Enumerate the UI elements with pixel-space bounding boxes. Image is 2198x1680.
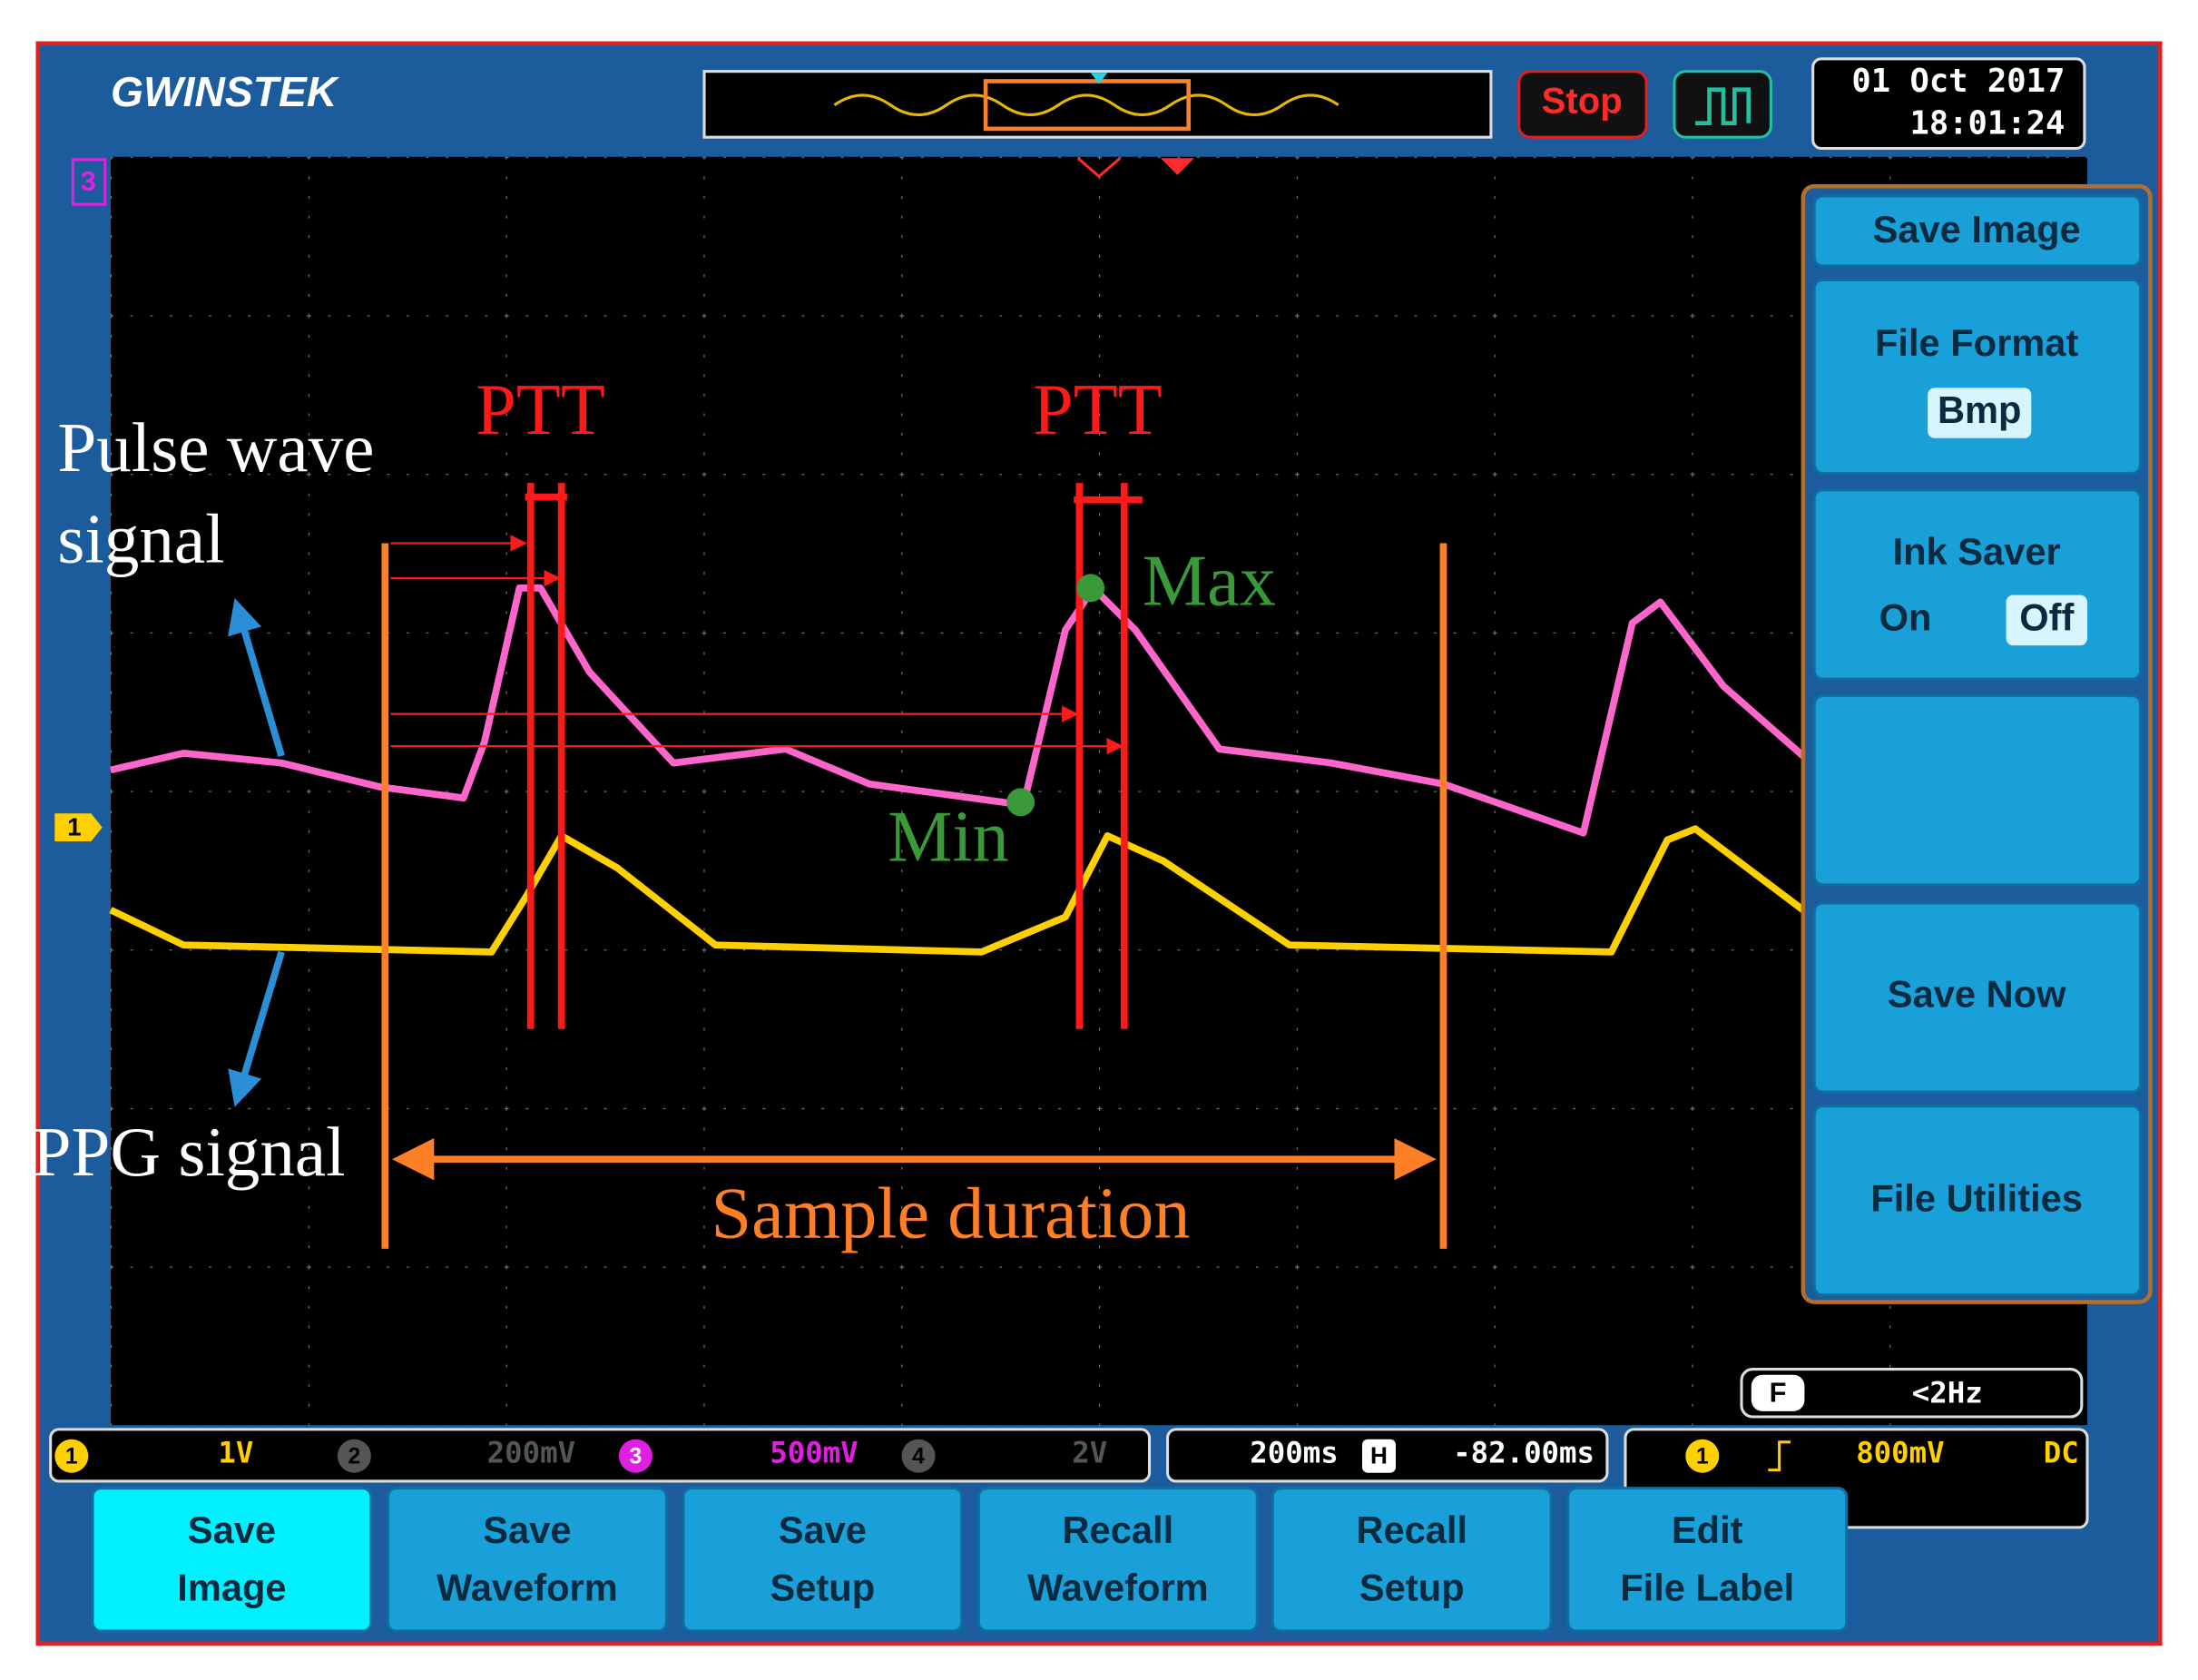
bottom-menu: Save Image Save Waveform Save Setup Recall Wave… bbox=[91, 1487, 1849, 1633]
side-menu-buttons: Save Image File Format Bmp Ink Saver On … bbox=[1812, 194, 2143, 1297]
f-label: F bbox=[1770, 1376, 1787, 1408]
pulse-wave-label: signal bbox=[57, 499, 224, 577]
bottom-button-label: Image bbox=[177, 1566, 286, 1608]
trigger-marker bbox=[1076, 157, 1122, 179]
clock-box bbox=[1811, 57, 2086, 151]
bottom-button-label: Edit bbox=[1672, 1508, 1743, 1551]
max-label: Max bbox=[1143, 541, 1276, 621]
save-now-button[interactable] bbox=[1812, 901, 2143, 1094]
pulse-wave-trace bbox=[110, 584, 1806, 837]
ptt-label: PTT bbox=[1033, 370, 1163, 450]
ch-number: 3 bbox=[630, 1444, 643, 1469]
ch-number: 4 bbox=[912, 1444, 925, 1469]
bottom-button-label: File Label bbox=[1620, 1566, 1794, 1608]
sample-duration-label: Sample duration bbox=[711, 1174, 1191, 1253]
ch1-badge bbox=[54, 1439, 89, 1473]
channel-status bbox=[49, 1428, 1152, 1483]
bottom-button-label: Waveform bbox=[1027, 1566, 1209, 1608]
file-utilities-button[interactable] bbox=[1812, 1105, 2143, 1297]
bottom-button[interactable] bbox=[91, 1487, 373, 1633]
trigger-level: 800mV bbox=[1856, 1436, 1944, 1470]
ch-scale: 200mV bbox=[487, 1436, 575, 1470]
trigger-icon bbox=[1695, 87, 1752, 126]
run-state: Stop bbox=[1542, 82, 1623, 122]
position-label: H bbox=[1370, 1442, 1388, 1469]
annotations: PTT PTT Max Min Pulse wave signal PPG si… bbox=[33, 370, 1447, 1253]
grid bbox=[110, 156, 2088, 1426]
value-chip bbox=[1928, 388, 2032, 438]
ptt-label: PTT bbox=[476, 370, 605, 450]
stop-button[interactable] bbox=[1517, 70, 1648, 139]
menu-title-text: Save Image bbox=[1873, 208, 2081, 251]
button-label: File Utilities bbox=[1870, 1176, 2083, 1219]
ppg-label: PPG signal bbox=[33, 1113, 346, 1191]
bottom-button-label: Save bbox=[483, 1508, 571, 1551]
ch-scale: 2V bbox=[1072, 1436, 1107, 1470]
ch1-marker-label: 1 bbox=[67, 812, 81, 840]
edge-icon bbox=[1768, 1440, 1791, 1472]
trigger-frequency: <2Hz bbox=[1912, 1375, 1983, 1410]
value-chip bbox=[2006, 594, 2088, 646]
bottom-button[interactable] bbox=[1271, 1487, 1553, 1633]
ch1-marker bbox=[54, 813, 103, 842]
bottom-button-label: Waveform bbox=[437, 1566, 618, 1608]
ch-number: 2 bbox=[348, 1444, 361, 1469]
blank-button[interactable] bbox=[1812, 694, 2143, 887]
bottom-button[interactable] bbox=[1566, 1487, 1849, 1633]
option-on: On bbox=[1879, 595, 1932, 638]
ch4-badge bbox=[901, 1439, 936, 1473]
date: 01 Oct 2017 bbox=[1851, 63, 2065, 100]
ch3-marker-label: 3 bbox=[81, 165, 96, 197]
ppg-arrow bbox=[228, 950, 285, 1107]
timebase: 200ms bbox=[1250, 1436, 1338, 1470]
time: 18:01:24 bbox=[1909, 104, 2065, 142]
brand: GWINSTEK bbox=[111, 68, 340, 115]
pulse-arrow bbox=[228, 597, 285, 758]
menu-title bbox=[1812, 194, 2143, 268]
bottom-button-label: Setup bbox=[1359, 1566, 1465, 1608]
file-format-button[interactable] bbox=[1812, 278, 2143, 475]
ch3-badge bbox=[618, 1439, 653, 1473]
bottom-button-label: Recall bbox=[1356, 1508, 1467, 1551]
overview-wave bbox=[833, 93, 1339, 116]
position: -82.00ms bbox=[1453, 1436, 1595, 1470]
bottom-button-label: Save bbox=[188, 1508, 276, 1551]
ch-scale: 500mV bbox=[770, 1436, 858, 1470]
overview-marker bbox=[983, 79, 1192, 132]
bottom-button[interactable] bbox=[976, 1487, 1259, 1633]
trigger-coupling: DC bbox=[2044, 1436, 2079, 1470]
trigger-source: 1 bbox=[1696, 1444, 1709, 1469]
trigger-marker-solid bbox=[1160, 158, 1194, 175]
button-value: Bmp bbox=[1938, 388, 2021, 431]
trigger-freq-box bbox=[1740, 1368, 2084, 1419]
bottom-button-label: Save bbox=[779, 1508, 867, 1551]
ch3-marker bbox=[71, 158, 107, 206]
trigger-pos bbox=[1090, 73, 1108, 84]
trigger-source-badge bbox=[1685, 1439, 1720, 1473]
bottom-button[interactable] bbox=[386, 1487, 668, 1633]
ch-scale: 1V bbox=[218, 1436, 253, 1470]
f-badge bbox=[1751, 1374, 1805, 1411]
ink-saver-button[interactable] bbox=[1812, 488, 2143, 681]
button-label: Ink Saver bbox=[1893, 530, 2061, 573]
min-label: Min bbox=[888, 798, 1009, 878]
button-label: Save Now bbox=[1888, 972, 2066, 1015]
ch-number: 1 bbox=[65, 1444, 78, 1469]
pulse-wave-label: Pulse wave bbox=[57, 408, 374, 486]
min-point bbox=[1006, 788, 1035, 817]
bottom-button[interactable] bbox=[682, 1487, 964, 1633]
h-badge bbox=[1361, 1439, 1397, 1473]
max-point bbox=[1076, 574, 1105, 603]
bottom-button-label: Recall bbox=[1063, 1508, 1174, 1551]
bottom-button-label: Setup bbox=[770, 1566, 876, 1608]
ppg-trace bbox=[109, 825, 1806, 956]
ch2-badge bbox=[337, 1439, 371, 1473]
option-off: Off bbox=[2019, 595, 2074, 638]
button-label: File Format bbox=[1875, 321, 2078, 364]
